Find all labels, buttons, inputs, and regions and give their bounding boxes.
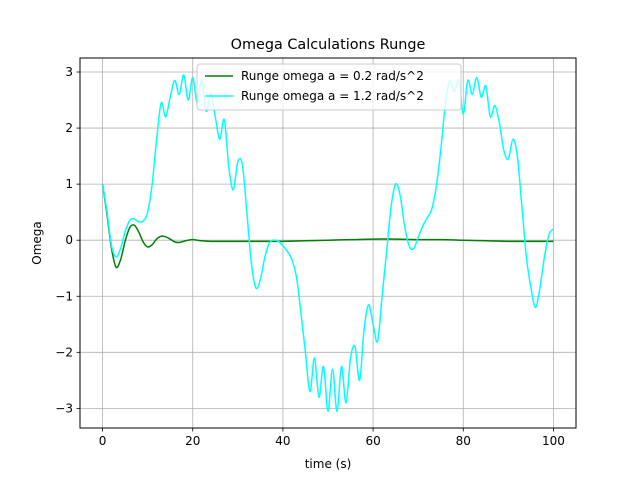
- y-tick-label: −3: [55, 401, 73, 415]
- y-tick-label: 3: [65, 65, 73, 79]
- x-tick-label: 80: [456, 434, 471, 448]
- series-line-2: [101, 74, 555, 412]
- y-tick-label: −1: [55, 289, 73, 303]
- legend-label-1: Runge omega a = 0.2 rad/s^2: [241, 69, 424, 83]
- y-tick-label: 2: [65, 121, 73, 135]
- ticks: 0 20 40 60 80 100 −3 −2 −1 0 1 2 3: [55, 65, 565, 448]
- legend-box: [196, 63, 462, 111]
- series-layer: [101, 74, 555, 412]
- x-tick-label: 20: [185, 434, 200, 448]
- x-axis-label: time (s): [305, 457, 352, 471]
- x-tick-label: 60: [365, 434, 380, 448]
- x-tick-label: 40: [275, 434, 290, 448]
- x-tick-label: 0: [99, 434, 107, 448]
- chart-title: Omega Calculations Runge: [231, 37, 426, 53]
- x-tick-label: 100: [542, 434, 565, 448]
- legend-label-2: Runge omega a = 1.2 rad/s^2: [241, 89, 424, 103]
- legend: Runge omega a = 0.2 rad/s^2 Runge omega a…: [196, 63, 462, 111]
- y-tick-label: 1: [65, 177, 73, 191]
- axes-frame: [79, 57, 577, 429]
- y-axis-label: Omega: [30, 221, 44, 265]
- y-tick-label: −2: [55, 345, 73, 359]
- plot-area: [101, 74, 555, 412]
- y-tick-label: 0: [65, 233, 73, 247]
